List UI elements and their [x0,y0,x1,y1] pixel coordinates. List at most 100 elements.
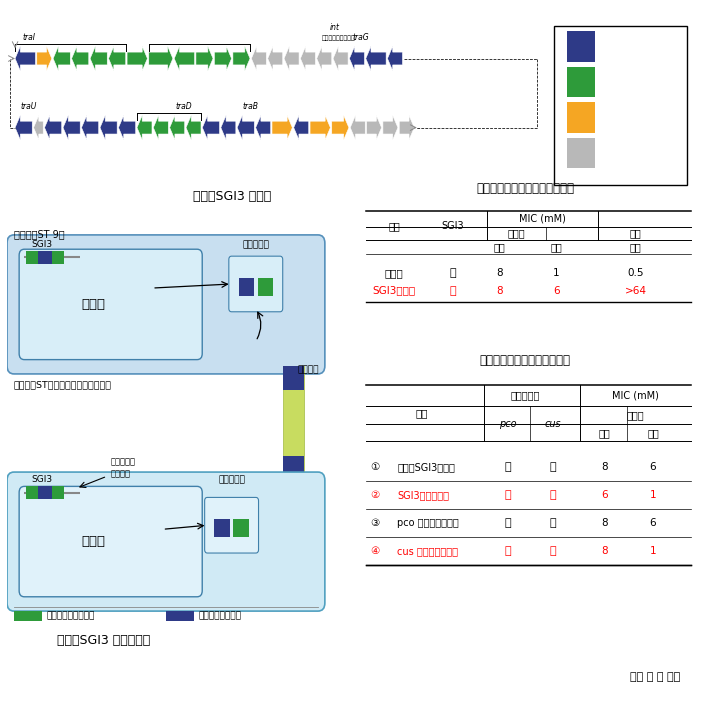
Text: 6: 6 [553,286,560,295]
Polygon shape [214,47,231,70]
Polygon shape [366,47,386,70]
Bar [166,611,194,621]
Polygon shape [44,116,62,140]
Polygon shape [100,116,117,140]
Polygon shape [367,116,381,140]
Bar [283,366,304,480]
Bar [214,519,230,537]
Text: SGI3: SGI3 [441,221,464,231]
Text: int: int [330,23,340,32]
Bar [233,519,249,537]
Polygon shape [63,116,80,140]
Polygon shape [137,116,152,140]
Text: 重金属耐性遺伝子群: 重金属耐性遺伝子群 [47,612,95,620]
Text: 好気: 好気 [630,242,642,252]
Polygon shape [252,47,266,70]
Polygon shape [37,47,51,70]
Text: ①: ① [369,462,379,472]
FancyBboxPatch shape [204,498,259,553]
Polygon shape [388,47,403,70]
FancyBboxPatch shape [7,235,325,374]
Text: 遺伝子領域: 遺伝子領域 [510,391,540,400]
Text: SGI3: SGI3 [31,475,52,484]
Polygon shape [237,116,255,140]
Polygon shape [153,116,168,140]
Polygon shape [202,116,219,140]
Bar [38,486,52,498]
Polygon shape [221,116,236,140]
Polygon shape [196,47,213,70]
Text: >64: >64 [625,286,646,295]
Polygon shape [109,47,125,70]
Polygon shape [118,116,135,140]
Polygon shape [300,47,315,70]
Text: 伝達装置遺伝子群: 伝達装置遺伝子群 [199,612,242,620]
Polygon shape [53,47,70,70]
Text: SGI3欠失変異株: SGI3欠失変異株 [398,490,449,500]
Text: cus: cus [544,419,561,429]
Polygon shape [256,116,271,140]
Text: traU: traU [20,102,37,111]
FancyBboxPatch shape [7,472,325,611]
Text: ④: ④ [369,546,379,556]
Text: 8: 8 [496,286,503,295]
Polygon shape [350,116,365,140]
Text: 1: 1 [553,268,560,278]
Bar [567,31,595,62]
Text: 好気: 好気 [599,428,611,438]
Text: 0.5: 0.5 [627,268,644,278]
Text: ③: ③ [369,518,379,528]
Polygon shape [399,116,415,140]
Text: ＋: ＋ [505,546,511,556]
Text: －: － [505,490,511,500]
Bar [567,138,595,168]
Bar [26,251,40,264]
Text: （楠 本 正 博）: （楠 本 正 博） [630,672,681,682]
Polygon shape [310,116,331,140]
Polygon shape [350,47,364,70]
Text: 8: 8 [496,268,503,278]
Text: traG: traG [352,33,369,42]
Polygon shape [186,116,201,140]
Text: ②: ② [369,490,379,500]
Text: 環状中間体: 環状中間体 [243,240,269,250]
Bar [14,611,42,621]
Polygon shape [72,47,89,70]
Polygon shape [15,47,35,70]
Polygon shape [294,116,309,140]
Polygon shape [174,47,195,70]
Bar [567,102,595,133]
Text: 染色体: 染色体 [81,535,106,548]
Bar [38,251,52,264]
Text: 受容菌: 受容菌 [385,268,403,278]
Text: 供与菌：ST 9型: 供与菌：ST 9型 [14,228,65,239]
Text: pco: pco [499,419,517,429]
Text: SGI3: SGI3 [31,240,52,250]
Polygon shape [34,116,43,140]
Text: 親株（SGI3保有）: 親株（SGI3保有） [398,462,455,472]
Text: －: － [550,546,556,556]
Polygon shape [333,47,348,70]
Polygon shape [233,47,250,70]
FancyBboxPatch shape [19,486,202,596]
Text: traD: traD [176,102,192,111]
Text: pco 領域欠失変異株: pco 領域欠失変異株 [398,518,459,528]
Text: MIC (mM): MIC (mM) [519,214,566,224]
Text: traB: traB [243,102,259,111]
Bar [283,366,304,391]
Text: cus 領域欠失変異株: cus 領域欠失変異株 [398,546,458,556]
Text: 環状中間体: 環状中間体 [218,475,245,484]
Text: 図１　SGI3 の構造: 図１ SGI3 の構造 [193,190,271,203]
Polygon shape [90,47,107,70]
Text: 嫌気: 嫌気 [647,428,659,438]
Polygon shape [383,116,398,140]
Text: 表２　各種変異株の銅抵抗性: 表２ 各種変異株の銅抵抗性 [479,354,571,367]
Text: 1: 1 [650,490,656,500]
Text: ＋: ＋ [550,518,556,528]
Text: 受容菌：STの他遺伝子型、他血清型: 受容菌：STの他遺伝子型、他血清型 [14,380,112,389]
Text: ＋: ＋ [550,462,556,472]
FancyBboxPatch shape [19,250,202,360]
Text: 図２　SGI3 の伝達機構: 図２ SGI3 の伝達機構 [57,634,150,646]
Text: 硫酸銅: 硫酸銅 [627,410,644,420]
Text: －: － [550,490,556,500]
